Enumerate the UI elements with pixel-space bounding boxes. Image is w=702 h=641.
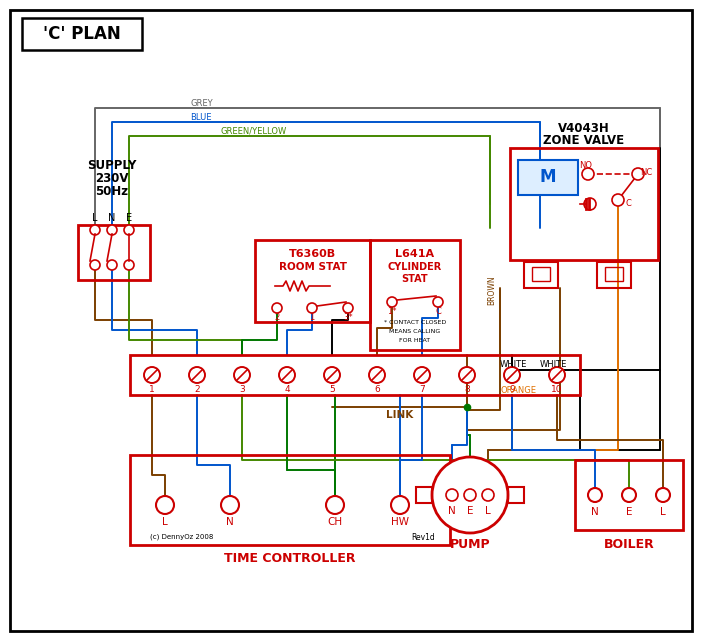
- Text: Rev1d: Rev1d: [411, 533, 435, 542]
- Text: HW: HW: [391, 517, 409, 527]
- Text: BROWN: BROWN: [487, 275, 496, 305]
- Circle shape: [343, 303, 353, 313]
- Text: L: L: [660, 507, 666, 517]
- Text: N: N: [226, 517, 234, 527]
- Text: C: C: [435, 306, 441, 315]
- Text: 50Hz: 50Hz: [95, 185, 128, 197]
- Text: 7: 7: [419, 385, 425, 394]
- Text: BLUE: BLUE: [190, 113, 211, 122]
- Text: N: N: [448, 506, 456, 516]
- Circle shape: [124, 225, 134, 235]
- Text: 3: 3: [239, 385, 245, 394]
- Text: V4043H: V4043H: [558, 122, 610, 135]
- Circle shape: [189, 367, 205, 383]
- Circle shape: [391, 496, 409, 514]
- Text: L: L: [92, 213, 98, 223]
- Circle shape: [612, 194, 624, 206]
- Text: (c) DennyOz 2008: (c) DennyOz 2008: [150, 534, 213, 540]
- Circle shape: [549, 367, 565, 383]
- Text: 5: 5: [329, 385, 335, 394]
- Text: ROOM STAT: ROOM STAT: [279, 262, 347, 272]
- Circle shape: [632, 168, 644, 180]
- Text: 2: 2: [194, 385, 200, 394]
- Circle shape: [90, 260, 100, 270]
- Text: STAT: STAT: [402, 274, 428, 284]
- Circle shape: [414, 367, 430, 383]
- Text: 6: 6: [374, 385, 380, 394]
- Text: 2: 2: [274, 313, 279, 322]
- Text: MEANS CALLING: MEANS CALLING: [390, 328, 441, 333]
- Text: LINK: LINK: [386, 410, 413, 420]
- Text: 8: 8: [464, 385, 470, 394]
- Text: * CONTACT CLOSED: * CONTACT CLOSED: [384, 319, 446, 324]
- Text: CH: CH: [327, 517, 343, 527]
- Text: C: C: [625, 199, 631, 208]
- Circle shape: [482, 489, 494, 501]
- Circle shape: [272, 303, 282, 313]
- Text: T6360B: T6360B: [289, 249, 336, 259]
- Circle shape: [326, 496, 344, 514]
- Text: N: N: [108, 213, 116, 223]
- Circle shape: [582, 168, 594, 180]
- Circle shape: [279, 367, 295, 383]
- Text: 9: 9: [509, 385, 515, 394]
- Text: PUMP: PUMP: [450, 538, 490, 551]
- Text: L: L: [162, 517, 168, 527]
- Circle shape: [307, 303, 317, 313]
- Circle shape: [504, 367, 520, 383]
- Circle shape: [221, 496, 239, 514]
- Text: BOILER: BOILER: [604, 538, 654, 551]
- Text: WHITE: WHITE: [500, 360, 527, 369]
- Circle shape: [432, 457, 508, 533]
- Text: 'C' PLAN: 'C' PLAN: [43, 25, 121, 43]
- Text: 4: 4: [284, 385, 290, 394]
- Text: WHITE: WHITE: [540, 360, 567, 369]
- Circle shape: [90, 225, 100, 235]
- Circle shape: [107, 225, 117, 235]
- Circle shape: [107, 260, 117, 270]
- Text: E: E: [126, 213, 132, 223]
- Text: ZONE VALVE: ZONE VALVE: [543, 133, 625, 147]
- Text: 3*: 3*: [343, 313, 353, 322]
- Circle shape: [464, 489, 476, 501]
- Text: TIME CONTROLLER: TIME CONTROLLER: [224, 553, 356, 565]
- Text: 1: 1: [149, 385, 155, 394]
- Text: 10: 10: [551, 385, 563, 394]
- Text: NC: NC: [640, 167, 652, 176]
- Text: 1*: 1*: [388, 306, 397, 315]
- Text: FOR HEAT: FOR HEAT: [399, 338, 430, 342]
- Circle shape: [459, 367, 475, 383]
- FancyBboxPatch shape: [518, 160, 578, 195]
- Text: CYLINDER: CYLINDER: [388, 262, 442, 272]
- Circle shape: [387, 297, 397, 307]
- Circle shape: [622, 488, 636, 502]
- Text: GREEN/YELLOW: GREEN/YELLOW: [220, 126, 286, 135]
- Text: N: N: [591, 507, 599, 517]
- Circle shape: [588, 488, 602, 502]
- Circle shape: [433, 297, 443, 307]
- Circle shape: [369, 367, 385, 383]
- Text: L: L: [485, 506, 491, 516]
- Text: NO: NO: [579, 160, 592, 169]
- Circle shape: [144, 367, 160, 383]
- Text: SUPPLY: SUPPLY: [87, 158, 137, 172]
- Circle shape: [124, 260, 134, 270]
- Circle shape: [584, 198, 596, 210]
- Text: ORANGE: ORANGE: [500, 385, 536, 394]
- Text: GREY: GREY: [190, 99, 213, 108]
- Text: 1: 1: [310, 313, 314, 322]
- Text: 230V: 230V: [95, 172, 128, 185]
- Circle shape: [156, 496, 174, 514]
- Text: E: E: [625, 507, 633, 517]
- Text: E: E: [467, 506, 473, 516]
- Circle shape: [234, 367, 250, 383]
- Circle shape: [324, 367, 340, 383]
- Text: L641A: L641A: [395, 249, 435, 259]
- Text: M: M: [540, 168, 556, 186]
- Circle shape: [656, 488, 670, 502]
- Circle shape: [446, 489, 458, 501]
